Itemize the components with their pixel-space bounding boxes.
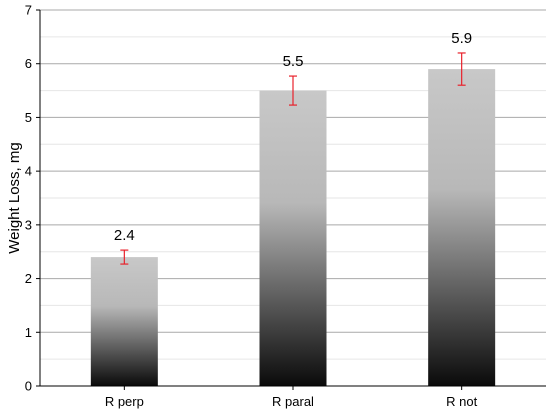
bar xyxy=(90,257,158,386)
data-label: 5.5 xyxy=(283,53,304,70)
data-labels: 2.4 5.5 5.9 xyxy=(114,30,472,244)
bar xyxy=(259,90,327,387)
bars xyxy=(90,69,496,387)
y-tick-label: 0 xyxy=(25,379,32,394)
y-tick-label: 4 xyxy=(25,164,32,179)
y-tick-label: 2 xyxy=(25,271,32,286)
y-tick-label: 7 xyxy=(25,3,32,18)
error-bars xyxy=(120,52,466,265)
x-tick-label: R not xyxy=(446,394,477,409)
axes: 0 1 2 3 4 5 6 7 R perp R paral R not xyxy=(25,3,546,409)
bar xyxy=(428,69,496,386)
y-axis-title: Weight Loss, mg xyxy=(6,142,23,253)
x-tick-label: R perp xyxy=(105,394,144,409)
data-label: 2.4 xyxy=(114,227,135,244)
y-tick-label: 5 xyxy=(25,110,32,125)
y-tick-label: 1 xyxy=(25,325,32,340)
data-label: 5.9 xyxy=(451,30,472,47)
y-tick-label: 6 xyxy=(25,56,32,71)
y-tick-label: 3 xyxy=(25,217,32,232)
x-tick-label: R paral xyxy=(272,394,314,409)
